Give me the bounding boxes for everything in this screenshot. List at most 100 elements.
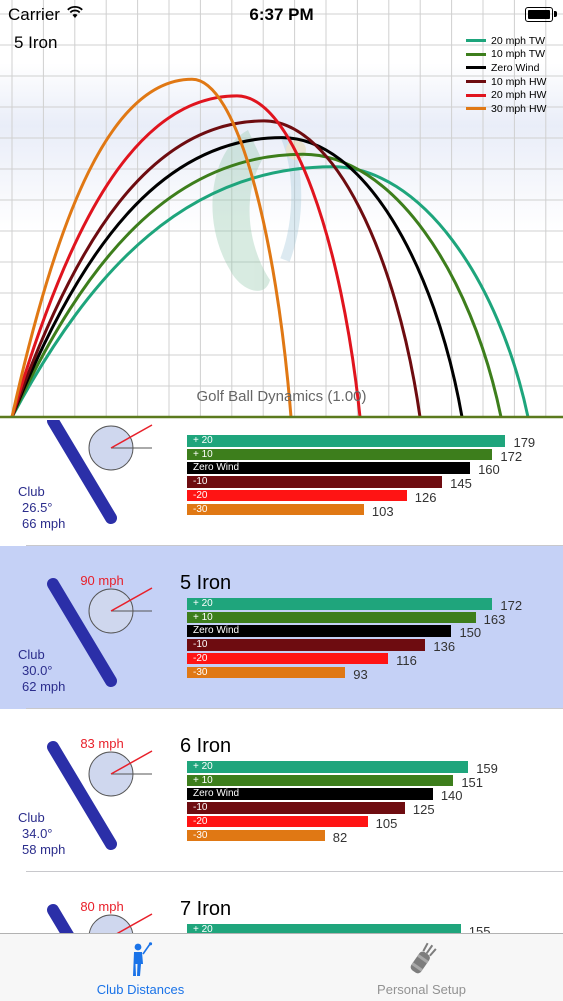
distance-bar: + 10 [187, 448, 493, 461]
club-distance-list[interactable]: Club 26.5° 66 mph + 20 179 + 10 172 Zero Wind 16… [0, 420, 563, 933]
tab-label: Personal Setup [377, 982, 466, 997]
distance-bar-label: + 20 [193, 761, 213, 772]
tab-club-distances[interactable]: Club Distances [0, 934, 281, 1001]
tab-personal-setup[interactable]: Personal Setup [281, 934, 562, 1001]
distance-bar: + 20 [187, 435, 506, 447]
trajectory-line [10, 152, 503, 418]
legend-swatch [466, 80, 486, 84]
distance-value: 136 [433, 639, 456, 655]
tab-bar: Club Distances Personal Setup [0, 933, 563, 1001]
club-ball-diagram-icon [47, 741, 153, 850]
distance-value: 172 [500, 448, 523, 464]
distance-bar: -20 [187, 489, 407, 502]
distance-bar-label: + 10 [193, 611, 213, 623]
distance-bar: Zero Wind [187, 625, 452, 637]
distance-bar: Zero Wind [187, 462, 471, 474]
status-time: 6:37 PM [249, 5, 314, 24]
trajectory-line [10, 77, 293, 418]
wifi-icon [66, 4, 84, 24]
battery-icon [525, 7, 557, 22]
distance-bar-label: -10 [193, 476, 208, 488]
club-row[interactable]: 80 mph 7 Iron + 20 155 [0, 872, 563, 933]
club-speed: 62 mph [22, 679, 66, 694]
row-divider [26, 708, 563, 709]
legend-item: 30 mph HW [466, 102, 546, 116]
legend-item: Zero Wind [466, 61, 546, 75]
legend-swatch [466, 39, 486, 43]
distance-bar-label: Zero Wind [193, 462, 240, 474]
distance-bar-label: -20 [193, 489, 208, 501]
distance-value: 150 [459, 625, 482, 641]
club-label: Club [18, 810, 45, 825]
distance-bar-label: -30 [193, 503, 208, 515]
legend-swatch [466, 66, 486, 70]
distance-value: 140 [440, 788, 463, 804]
legend-item: 10 mph TW [466, 48, 546, 62]
club-row[interactable]: Club 26.5° 66 mph + 20 179 + 10 172 Zero Wind 16… [0, 420, 563, 546]
distance-value: 179 [513, 435, 536, 450]
club-loft: 26.5° [22, 500, 53, 515]
club-speed: 58 mph [22, 842, 66, 857]
distance-bar-label: -10 [193, 802, 208, 814]
club-loft: 30.0° [22, 663, 53, 678]
distance-bar: + 20 [187, 924, 461, 933]
distance-value: 125 [412, 802, 435, 818]
chart-title: 5 Iron [14, 33, 58, 52]
distance-value: 172 [500, 598, 523, 613]
distance-bar-label: + 10 [193, 448, 213, 460]
distance-value: 116 [396, 652, 417, 668]
distance-bar: -30 [187, 666, 346, 678]
distance-bar: + 10 [187, 611, 476, 624]
distance-bar-label: -30 [193, 829, 208, 841]
trajectory-plot [0, 0, 563, 419]
club-speed: 66 mph [22, 516, 66, 531]
club-info: Club 30.0° 62 mph [18, 647, 65, 695]
carrier-label: Carrier [8, 5, 60, 24]
distance-bar-label: -10 [193, 639, 208, 651]
legend-label: 10 mph TW [491, 48, 546, 61]
distance-bar: -10 [187, 802, 405, 814]
distance-value: 151 [461, 774, 484, 790]
legend-item: 10 mph HW [466, 75, 546, 89]
tab-label: Club Distances [96, 982, 185, 997]
trajectory-curves [10, 77, 530, 418]
club-row[interactable]: 90 mph Club 30.0° 62 mph 5 Iron + 20 172 + 10 16… [0, 546, 563, 709]
distance-value: 93 [353, 666, 368, 682]
distance-bar-label: -20 [193, 652, 208, 664]
distance-bar: -30 [187, 503, 364, 515]
chart-watermark: Golf Ball Dynamics (1.00) [196, 388, 367, 405]
club-name: 6 Iron [180, 735, 232, 757]
club-name: 5 Iron [180, 572, 232, 594]
club-label: Club [18, 484, 45, 499]
legend-swatch [466, 52, 486, 56]
club-ball-diagram-icon [47, 578, 153, 687]
club-row[interactable]: 83 mph Club 34.0° 58 mph 6 Iron + 20 159 + 10 15… [0, 709, 563, 872]
distance-bar-label: -30 [193, 666, 208, 678]
club-ball-diagram-icon [47, 904, 153, 933]
golfer-icon [0, 942, 281, 983]
legend-label: 20 mph HW [491, 89, 547, 102]
distance-value: 159 [476, 761, 498, 776]
distance-bar: Zero Wind [187, 788, 433, 800]
ball-speed-label: 80 mph [80, 899, 124, 914]
distance-value: 145 [450, 476, 472, 492]
trajectory-line [10, 136, 464, 418]
row-divider [26, 545, 563, 546]
distance-bar-label: Zero Wind [193, 788, 240, 800]
distance-bar-label: + 20 [193, 435, 213, 446]
ball-speed-label: 90 mph [80, 573, 124, 588]
legend-label: 30 mph HW [491, 102, 547, 115]
legend-item: 20 mph TW [466, 34, 546, 48]
trajectory-chart: Golf Ball Dynamics (1.00) 5 Iron 20 mph … [0, 0, 563, 420]
legend-label: 10 mph HW [491, 75, 547, 88]
trajectory-line [10, 94, 362, 418]
distance-bar-label: + 10 [193, 774, 213, 786]
distance-bar: -30 [187, 829, 325, 841]
distance-value: 82 [332, 829, 348, 845]
chart-grid [0, 0, 563, 418]
distance-bar: -20 [187, 652, 389, 665]
distance-bar-label: + 20 [193, 924, 213, 933]
trajectory-line [10, 165, 530, 418]
distance-bar: -10 [187, 476, 443, 488]
club-loft: 34.0° [22, 826, 53, 841]
